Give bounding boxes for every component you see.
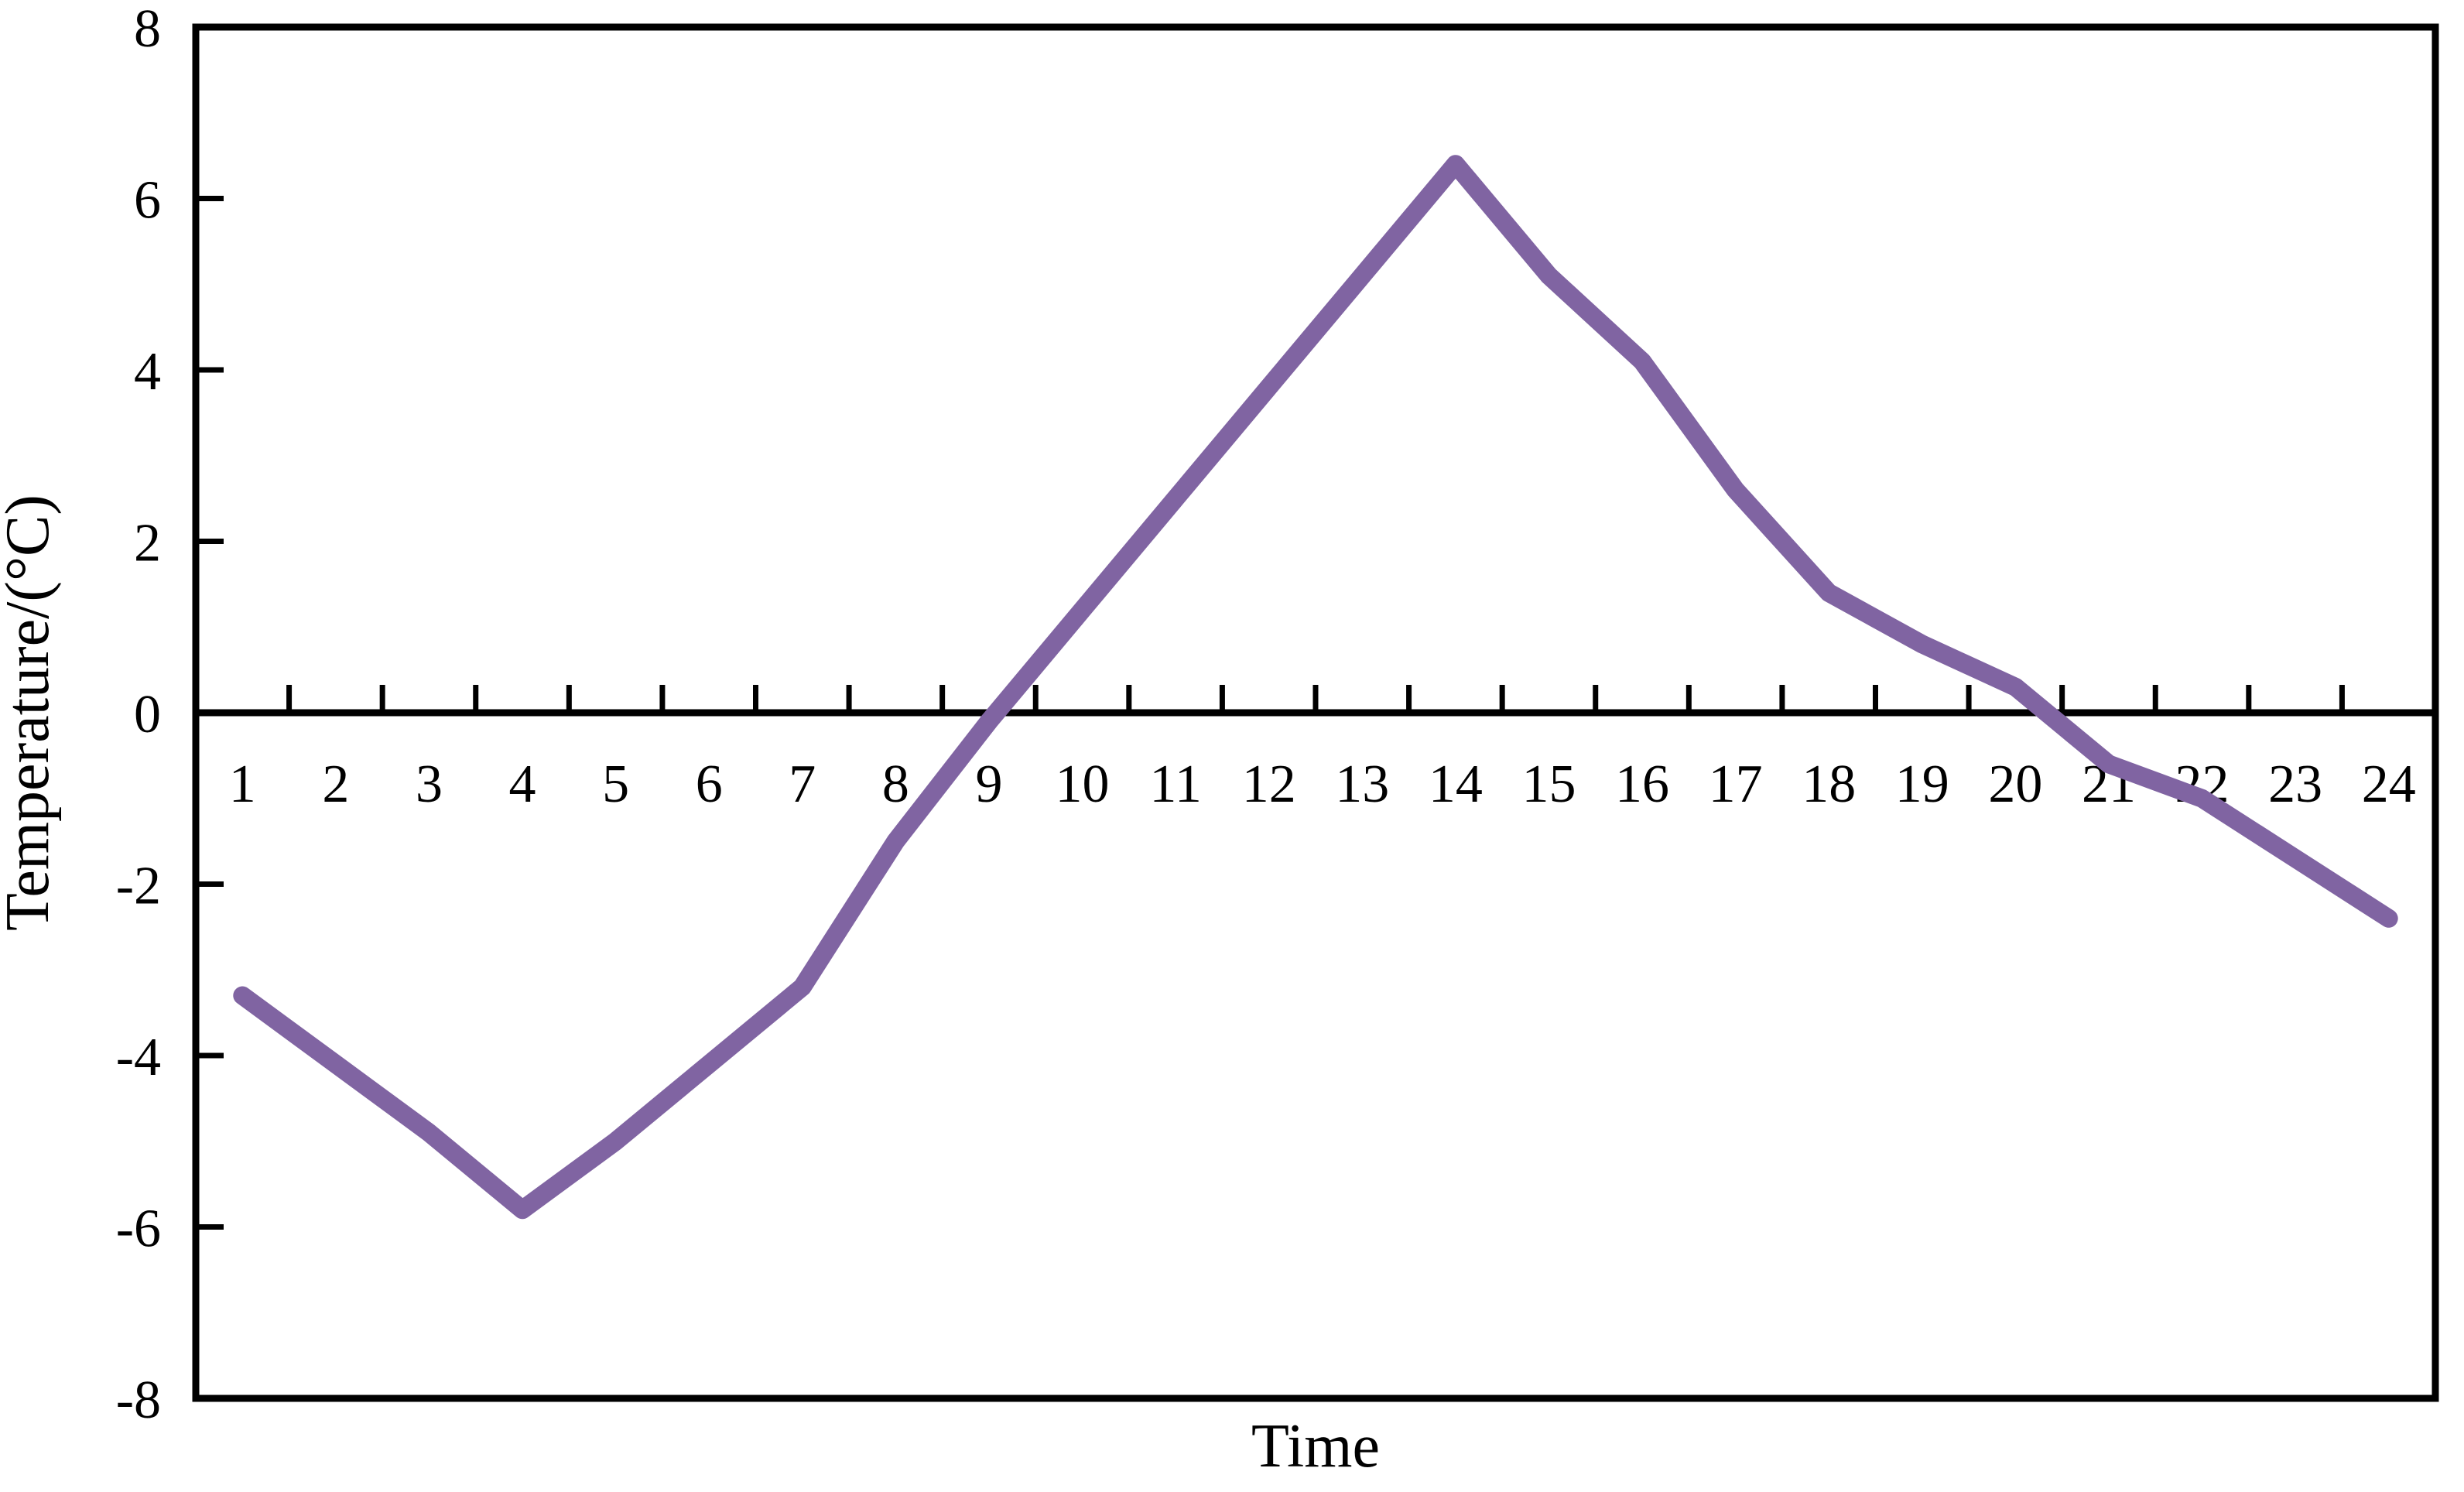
- x-tick-label: 15: [1521, 755, 1576, 814]
- y-tick-label: -4: [116, 1028, 161, 1087]
- x-tick-label: 4: [509, 755, 536, 814]
- y-tick-label: 4: [134, 342, 161, 402]
- x-tick-label: 7: [789, 755, 816, 814]
- x-tick-label: 23: [2268, 755, 2322, 814]
- y-tick-label: -2: [116, 857, 161, 916]
- x-axis-tick-labels: 1 2 3 4 5 6 7 8 9 10 11 12 13 14 15 16 17 18 19 20 21 22 23 24: [229, 755, 2416, 814]
- x-tick-label: 10: [1056, 755, 1110, 814]
- x-axis-ticks: [286, 685, 2345, 713]
- x-tick-label: 17: [1709, 755, 1763, 814]
- x-tick-label: 1: [229, 755, 256, 814]
- x-tick-label: 16: [1615, 755, 1669, 814]
- x-tick-label: 24: [2362, 755, 2416, 814]
- y-tick-label: -8: [116, 1371, 161, 1430]
- x-tick-label: 3: [416, 755, 443, 814]
- x-tick-label: 11: [1149, 755, 1201, 814]
- x-axis-title: Time: [1251, 1412, 1380, 1480]
- y-tick-label: 0: [134, 685, 161, 744]
- x-tick-label: 19: [1895, 755, 1949, 814]
- y-axis-ticks: [196, 196, 224, 1230]
- x-tick-label: 2: [322, 755, 349, 814]
- y-tick-label: 2: [134, 514, 161, 573]
- x-tick-label: 13: [1335, 755, 1389, 814]
- x-tick-label: 9: [975, 755, 1002, 814]
- y-tick-label: 8: [134, 0, 161, 59]
- y-tick-label: 6: [134, 171, 161, 231]
- y-tick-label: -6: [116, 1199, 161, 1259]
- y-axis-tick-labels: 8 6 4 2 0 -2 -4 -6 -8: [116, 0, 161, 1430]
- x-tick-label: 8: [882, 755, 909, 814]
- x-tick-label: 18: [1802, 755, 1856, 814]
- y-axis-title: Temperature/(°C): [0, 494, 62, 931]
- temperature-series-line: [233, 155, 2398, 1220]
- x-tick-label: 12: [1242, 755, 1296, 814]
- x-tick-label: 14: [1429, 755, 1483, 814]
- x-tick-label: 20: [1988, 755, 2042, 814]
- x-tick-label: 6: [696, 755, 723, 814]
- x-tick-label: 5: [602, 755, 629, 814]
